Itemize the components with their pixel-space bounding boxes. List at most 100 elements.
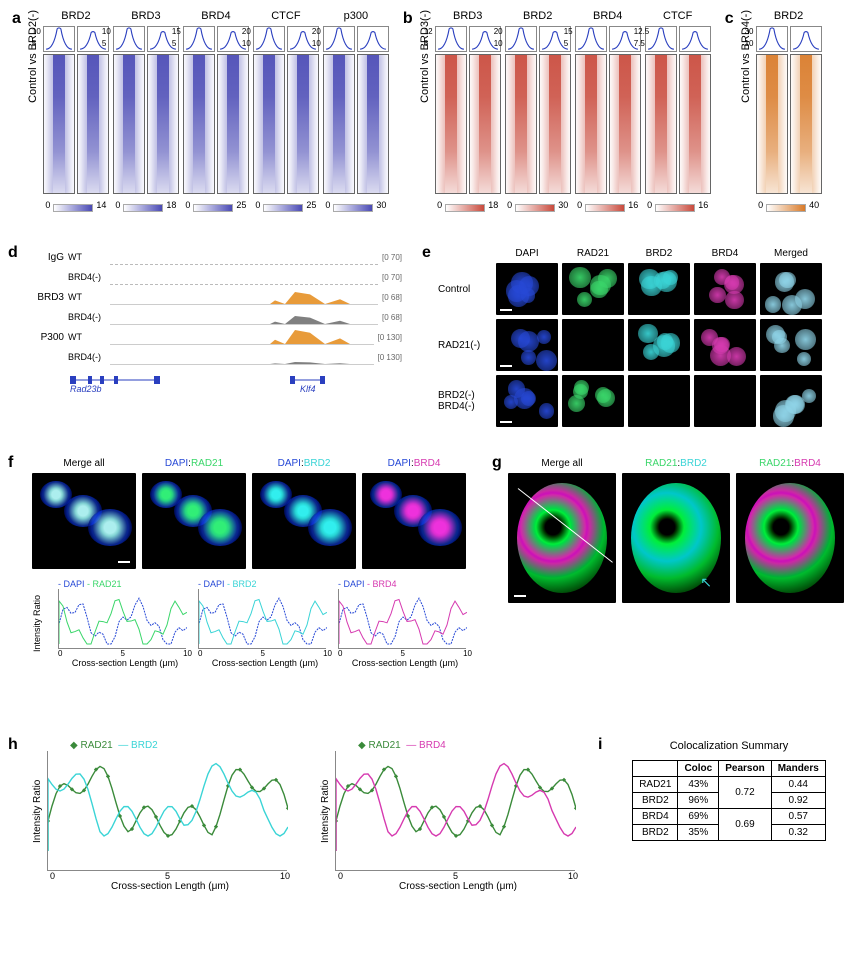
column-header: DAPI:BRD2	[252, 458, 356, 469]
genome-track: BRD4(-)[0 68]	[30, 308, 402, 326]
heatmap-group: BRD2510014	[43, 10, 109, 212]
panel-h-label: h	[8, 736, 18, 754]
heatmap	[183, 54, 215, 194]
profile-plot: 515	[183, 26, 215, 52]
heatmap	[575, 54, 607, 194]
genome-track: BRD4(-)[0 70]	[30, 268, 402, 286]
heatmap-title: BRD4	[593, 10, 622, 24]
svg-text:Klf4: Klf4	[300, 384, 316, 394]
colorbar	[263, 204, 303, 212]
intensity-chart	[198, 589, 326, 649]
micrograph	[252, 473, 356, 569]
intensity-chart: 1	[335, 751, 575, 871]
micrograph	[694, 375, 756, 427]
row-label: Control	[438, 263, 492, 315]
micrograph	[562, 263, 624, 315]
micrograph	[736, 473, 844, 603]
panel-a-label: a	[12, 10, 21, 28]
colorbar	[445, 204, 485, 212]
microscopy-grid-e: DAPIRAD21BRD2BRD4MergedControlRAD21(-)BR…	[438, 248, 846, 427]
colorbar	[333, 204, 373, 212]
column-header: BRD4	[694, 248, 756, 259]
colorbar	[766, 204, 806, 212]
heatmap	[217, 54, 249, 194]
heatmap	[756, 54, 788, 194]
table-i-title: Colocalization Summary	[614, 740, 844, 752]
profile-plot: 515	[575, 26, 607, 52]
heatmap-title: CTCF	[663, 10, 692, 24]
colorbar	[655, 204, 695, 212]
colocalization-table: ColocPearsonMandersRAD2143%0.720.44BRD29…	[632, 760, 826, 841]
micrograph	[32, 473, 136, 569]
panel-c-ylabel: Control vs BRD4(-)	[740, 10, 752, 103]
svg-text:Rad23b: Rad23b	[70, 384, 102, 394]
micrograph	[496, 375, 558, 427]
heatmap-row-c: BRD21030040	[756, 10, 822, 212]
colorbar	[123, 204, 163, 212]
micrograph	[760, 319, 822, 371]
micrograph	[562, 375, 624, 427]
panel-g-label: g	[492, 454, 502, 472]
heatmap-group: BRD3510018	[113, 10, 179, 212]
micrograph	[760, 375, 822, 427]
genome-tracks: IgGWT[0 70]BRD4(-)[0 70]BRD3WT[0 68]BRD4…	[30, 248, 402, 394]
heatmap	[609, 54, 641, 194]
heatmap	[469, 54, 501, 194]
micrograph	[694, 319, 756, 371]
profile-plot: 1020	[323, 26, 355, 52]
heatmap-title: BRD2	[523, 10, 552, 24]
panel-a-ylabel: Control vs BRD2(-)	[27, 10, 39, 103]
heatmap	[357, 54, 389, 194]
intensity-chart	[338, 589, 466, 649]
heatmap	[43, 54, 75, 194]
column-header: RAD21:BRD2	[622, 458, 730, 469]
heatmap-title: BRD3	[131, 10, 160, 24]
panel-f-label: f	[8, 454, 13, 472]
colorbar	[53, 204, 93, 212]
colorbar	[515, 204, 555, 212]
column-header: Merged	[760, 248, 822, 259]
intensity-chart: 1	[47, 751, 287, 871]
panel-b-label: b	[403, 10, 413, 28]
microscopy-panel-f: Merge allDAPI:RAD21DAPI:BRD2DAPI:BRD4Int…	[32, 458, 470, 668]
column-header: RAD21:BRD4	[736, 458, 844, 469]
column-header: DAPI:RAD21	[142, 458, 246, 469]
heatmap-title: BRD3	[453, 10, 482, 24]
micrograph	[496, 263, 558, 315]
micrograph	[142, 473, 246, 569]
column-header: Merge all	[508, 458, 616, 469]
heatmap-group: BRD21030040	[756, 10, 822, 212]
column-header: DAPI	[496, 248, 558, 259]
micrograph	[362, 473, 466, 569]
heatmap-group: p3001020030	[323, 10, 389, 212]
panel-b-ylabel: Control vs BRD3(-)	[419, 10, 431, 103]
micrograph: ↖	[622, 473, 730, 603]
micrograph	[562, 319, 624, 371]
heatmap-title: BRD4	[201, 10, 230, 24]
micrograph	[508, 473, 616, 603]
column-header: BRD2	[628, 248, 690, 259]
intensity-chart	[58, 589, 186, 649]
heatmap	[539, 54, 571, 194]
heatmap-group: CTCF1020025	[253, 10, 319, 212]
heatmap	[253, 54, 285, 194]
profile-plot	[357, 26, 389, 52]
heatmap	[113, 54, 145, 194]
heatmap-group: BRD3612018	[435, 10, 501, 212]
heatmap	[790, 54, 822, 194]
heatmap-title: BRD2	[774, 10, 803, 24]
profile-plot: 1020	[253, 26, 285, 52]
heatmap	[287, 54, 319, 194]
profile-plot: 7.512.5	[645, 26, 677, 52]
column-header: DAPI:BRD4	[362, 458, 466, 469]
genome-track: IgGWT[0 70]	[30, 248, 402, 266]
heatmap	[679, 54, 711, 194]
panel-i-label: i	[598, 736, 602, 754]
heatmap	[505, 54, 537, 194]
micrograph	[760, 263, 822, 315]
profile-plot	[790, 26, 822, 52]
heatmap-row-a: BRD2510014BRD3510018BRD4515025CTCF102002…	[43, 10, 389, 212]
heatmap-row-b: BRD3612018BRD21020030BRD4515016CTCF7.512…	[435, 10, 711, 212]
row-label: BRD2(-)BRD4(-)	[438, 375, 492, 427]
colorbar	[585, 204, 625, 212]
